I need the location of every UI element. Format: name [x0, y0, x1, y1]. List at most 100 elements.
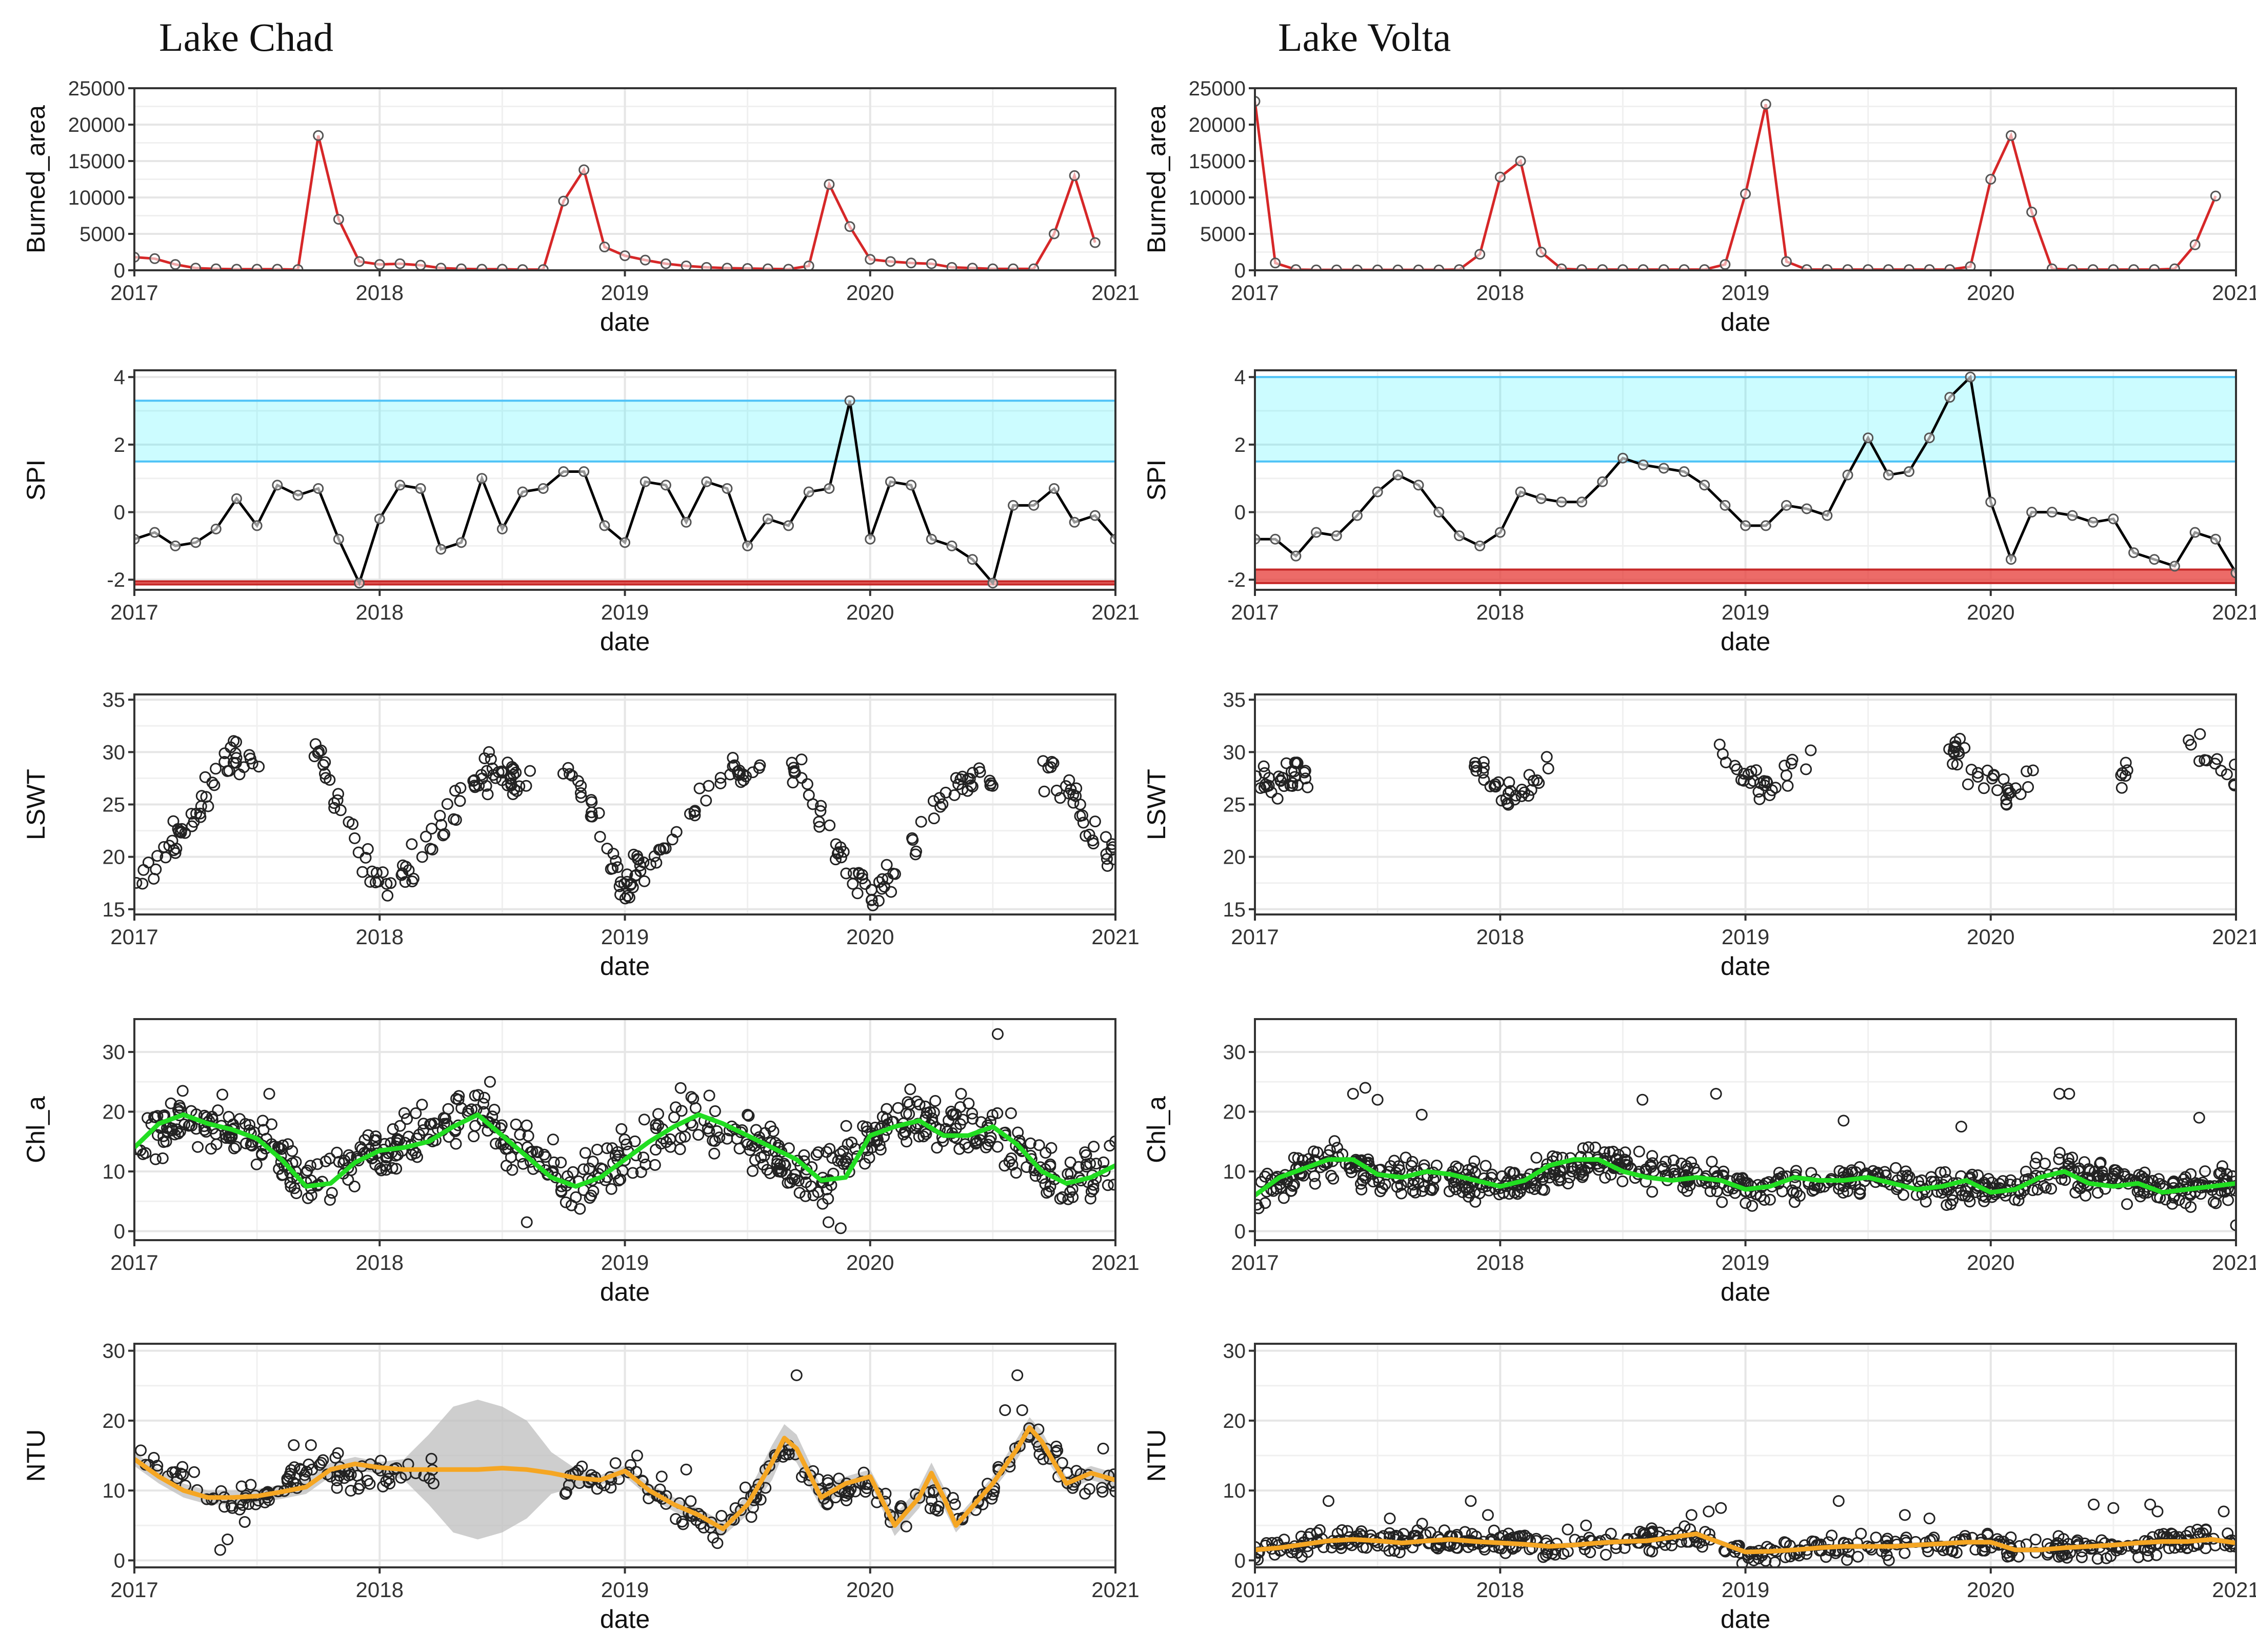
x-tick-label: 2019	[1722, 600, 1769, 624]
y-axis-title: Chl_a	[22, 1096, 50, 1163]
data-point	[1786, 753, 1799, 766]
data-point	[1289, 771, 1301, 783]
data-point	[1328, 1135, 1341, 1147]
data-point	[674, 1082, 687, 1094]
data-point	[1633, 1145, 1645, 1158]
data-point	[980, 1141, 992, 1153]
data-point	[810, 1149, 823, 1161]
panel-border	[133, 87, 1116, 271]
data-point	[743, 1110, 755, 1122]
data-point	[652, 1108, 664, 1120]
data-point	[1716, 1196, 1728, 1208]
data-point	[821, 1498, 833, 1510]
data-point	[734, 767, 746, 780]
data-point	[1780, 769, 1792, 782]
data-point	[1005, 1107, 1017, 1119]
data-point	[881, 859, 893, 871]
data-point	[1515, 155, 1526, 167]
data-point	[1746, 1200, 1758, 1212]
data-point	[632, 853, 644, 865]
data-point	[1925, 1171, 1938, 1183]
data-point	[2027, 764, 2039, 777]
data-point	[1965, 261, 1976, 270]
data-point	[642, 1484, 654, 1496]
data-point	[793, 1187, 806, 1199]
data-point	[1468, 1155, 1481, 1167]
data-point	[1900, 1531, 1912, 1544]
data-point	[859, 1158, 871, 1170]
data-point	[424, 843, 436, 855]
data-point	[1101, 860, 1113, 872]
data-point	[345, 1468, 357, 1481]
data-point	[190, 1123, 202, 1135]
x-tick-label: 2020	[846, 600, 894, 624]
y-tick-label: 10000	[1189, 187, 1246, 209]
y-axis-title: Chl_a	[1142, 1096, 1171, 1163]
data-point	[1271, 792, 1284, 805]
y-tick-label: 0	[1234, 1221, 1246, 1243]
data-point	[967, 767, 979, 779]
data-point	[1806, 1185, 1819, 1197]
x-tick-label: 2020	[1967, 1578, 2014, 1602]
data-point	[813, 815, 825, 828]
x-tick-label: 2018	[1476, 281, 1524, 305]
panel-volta-chla: 2017 2018 2019 2020 2021 0 10 20 30 date Chl_a	[1142, 1018, 2256, 1306]
data-point	[313, 483, 324, 494]
x-tick-label: 2021	[2212, 1578, 2256, 1602]
data-point	[560, 1196, 572, 1208]
data-point	[1087, 838, 1100, 850]
data-point	[354, 1479, 367, 1491]
data-point	[2094, 1158, 2106, 1170]
panel-border	[1254, 1343, 2237, 1568]
x-tick-label: 2021	[1091, 281, 1139, 305]
data-point	[629, 870, 642, 882]
data-point	[830, 853, 842, 866]
data-point	[380, 1164, 392, 1176]
data-point	[1089, 510, 1101, 521]
data-point	[689, 805, 701, 817]
data-point	[1452, 1162, 1465, 1175]
data-point	[1576, 496, 1588, 508]
data-point	[1646, 1186, 1659, 1198]
data-point	[607, 848, 620, 860]
data-point	[906, 257, 917, 269]
data-point	[1433, 507, 1445, 518]
data-point	[202, 800, 214, 812]
panel-chad-lswt: 2017 2018 2019 2020 2021 15 20 25 30 35 date LSWT	[22, 689, 1140, 981]
data-point	[1080, 1149, 1092, 1161]
data-point	[1291, 757, 1304, 769]
data-point	[660, 842, 672, 854]
data-point	[1740, 188, 1751, 200]
data-point	[1313, 1524, 1326, 1536]
data-point	[313, 130, 324, 141]
data-point	[1881, 1549, 1893, 1561]
data-point	[755, 1151, 767, 1164]
outlier-point	[2218, 1505, 2230, 1518]
data-point	[476, 264, 488, 270]
data-point	[1097, 1156, 1110, 1168]
data-point	[906, 832, 918, 844]
data-point	[246, 1140, 258, 1152]
data-point	[1841, 1554, 1853, 1566]
data-point	[473, 780, 485, 792]
data-point	[1713, 739, 1726, 751]
y-tick-label: 30	[1223, 741, 1246, 764]
data-point	[1309, 1178, 1321, 1190]
data-point	[1758, 1194, 1770, 1206]
data-point	[701, 476, 712, 487]
data-point	[722, 263, 733, 270]
x-tick-label: 2021	[1091, 1578, 1139, 1602]
x-tick-label: 2017	[1231, 600, 1279, 624]
data-point	[212, 1104, 224, 1117]
data-point	[1062, 1168, 1074, 1180]
data-point	[1351, 510, 1363, 521]
data-point	[300, 1166, 312, 1179]
data-point	[2022, 781, 2034, 793]
y-tick-label: 15000	[68, 150, 125, 173]
data-point	[537, 483, 549, 494]
data-point	[940, 786, 952, 799]
data-point	[909, 848, 922, 861]
data-point	[2106, 1172, 2119, 1184]
data-point	[1523, 769, 1535, 781]
data-point	[650, 1122, 662, 1134]
